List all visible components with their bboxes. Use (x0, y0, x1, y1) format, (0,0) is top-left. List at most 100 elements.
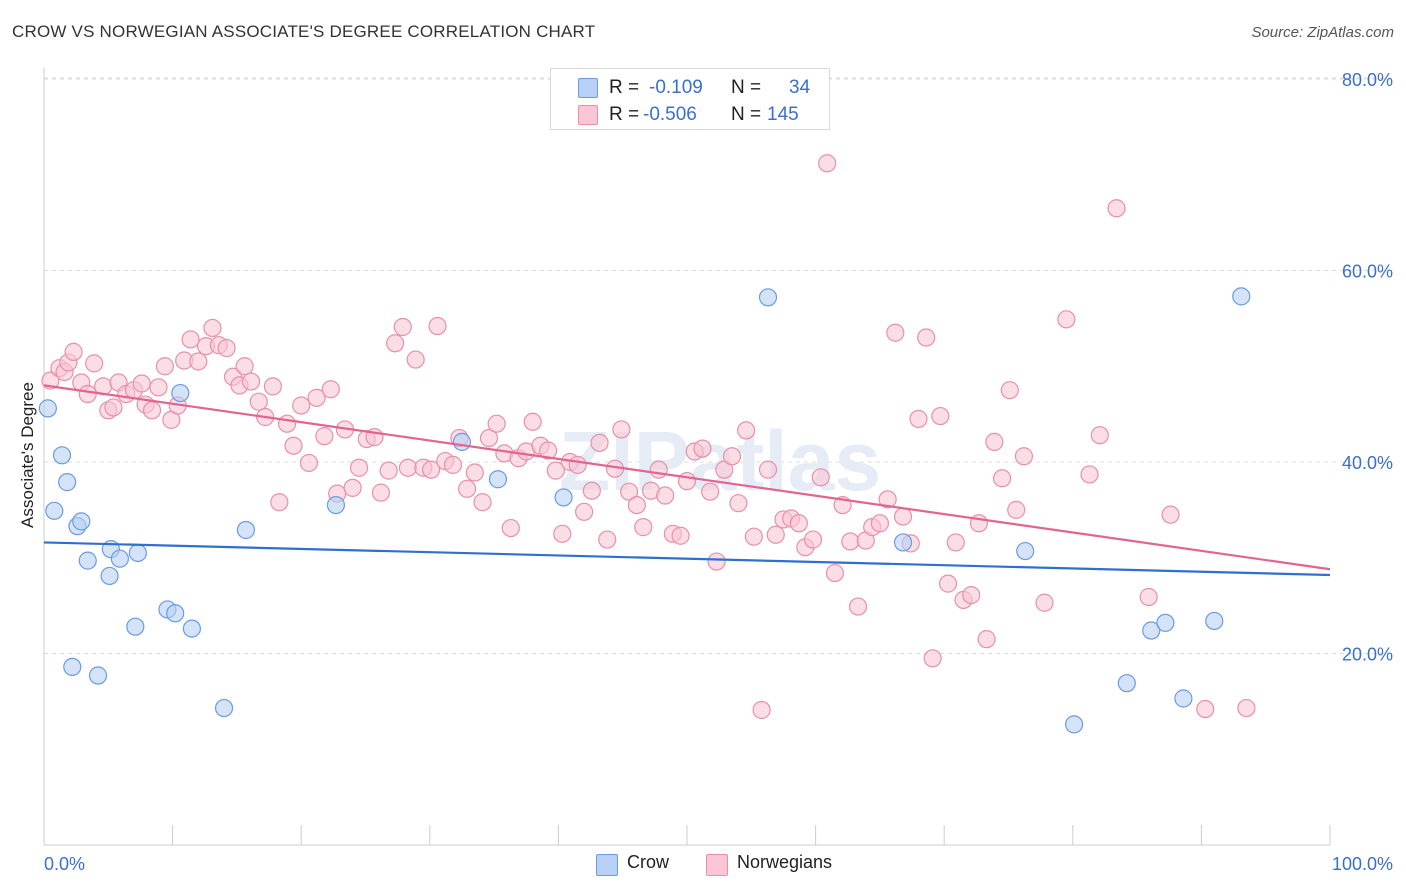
norwegians-point (931, 406, 950, 426)
norwegians-point (656, 486, 675, 505)
norwegians-point (634, 518, 653, 537)
crow-point (182, 619, 201, 638)
norwegians-point (744, 527, 763, 546)
n-label: N = (731, 77, 762, 98)
crow-point (78, 551, 97, 570)
norwegians-n-value: 145 (767, 104, 799, 125)
norwegians-point (277, 414, 297, 433)
stats-legend: R = -0.109 N = 34 R = -0.506 N = 145 (550, 68, 830, 130)
norwegians-point (677, 472, 697, 491)
norwegians-point (203, 318, 222, 338)
norwegians-point (406, 350, 425, 369)
norwegians-point (962, 585, 981, 605)
norwegians-point (1161, 505, 1180, 524)
norwegians-point (977, 630, 996, 649)
norwegians-point (1237, 698, 1256, 718)
crow-point (893, 533, 913, 552)
norwegians-point (1090, 426, 1109, 445)
norwegians-point (421, 460, 441, 479)
norwegians-point (249, 392, 268, 411)
norwegians-point (1080, 465, 1099, 484)
crow-point (1142, 621, 1161, 640)
crow-point (236, 520, 256, 540)
norwegians-legend-swatch (706, 854, 728, 876)
norwegians-point (385, 334, 405, 353)
norwegians-point (371, 483, 391, 502)
norwegians-point (501, 518, 520, 538)
norwegians-point (729, 494, 748, 513)
r-label: R = (609, 104, 640, 125)
crow-point (214, 698, 234, 718)
norwegians-point (343, 478, 362, 497)
norwegians-point (789, 514, 808, 533)
norwegians-point (938, 574, 958, 593)
crow-trend-line (43, 541, 1331, 577)
norwegians-point (299, 453, 319, 473)
norwegians-point (848, 597, 868, 616)
crow-point (1016, 541, 1035, 561)
norwegians-point (241, 372, 261, 391)
crow-point (1156, 613, 1175, 632)
crow-point (554, 488, 573, 507)
n-label: N = (731, 104, 762, 125)
norwegians-point (1196, 699, 1215, 719)
norwegians-point (909, 409, 928, 429)
norwegians-point (479, 428, 499, 448)
crow-point (1174, 689, 1193, 708)
norwegians-point (1107, 199, 1126, 218)
crow-point (488, 470, 508, 489)
norwegians-point (270, 493, 289, 512)
norwegians-point (1035, 593, 1054, 612)
norwegians-point (263, 377, 283, 396)
norwegians-point (841, 532, 860, 551)
chart-title: CROW VS NORWEGIAN ASSOCIATE'S DEGREE COR… (12, 22, 596, 41)
norwegians-point (715, 460, 734, 479)
norwegians-point (235, 357, 254, 376)
norwegians-point (457, 479, 477, 498)
norwegians-point (443, 455, 463, 474)
norwegians-point (315, 427, 334, 446)
norwegians-point (546, 461, 565, 480)
crow-swatch (578, 78, 598, 98)
norwegians-swatch (578, 105, 598, 125)
y-tick-label: 80.0% (1342, 70, 1393, 90)
norwegians-point (465, 463, 484, 482)
crow-point (758, 288, 778, 307)
norwegians-point (307, 388, 326, 407)
norwegians-point (487, 414, 506, 433)
norwegians-trend-line (43, 384, 1331, 571)
x-tick-label: 0.0% (44, 854, 85, 874)
norwegians-point (811, 468, 830, 487)
norwegians-point (758, 460, 778, 479)
norwegians-point (766, 525, 785, 544)
norwegians-point (893, 507, 913, 526)
crow-point (1117, 674, 1136, 693)
norwegians-point (553, 524, 572, 543)
crow-point (171, 383, 190, 403)
norwegians-point (292, 396, 311, 415)
norwegians-point (78, 384, 97, 404)
norwegians-point (393, 317, 412, 337)
norwegians-point (649, 460, 668, 479)
crow-point (63, 657, 82, 677)
crow-point (72, 512, 91, 531)
norwegians-point (612, 420, 631, 439)
norwegians-point (85, 354, 104, 373)
norwegians-point (590, 433, 609, 452)
crow-point (1232, 287, 1251, 306)
norwegians-point (627, 495, 646, 515)
norwegians-point (671, 526, 690, 545)
norwegians-point (1007, 500, 1026, 519)
norwegians-point (379, 461, 398, 480)
norwegians-point (701, 482, 720, 501)
crow-point (128, 543, 147, 563)
y-tick-label: 20.0% (1342, 645, 1393, 665)
y-tick-label: 60.0% (1342, 262, 1393, 282)
crow-point (110, 549, 129, 568)
norwegians-point (217, 338, 236, 358)
crow-point (126, 617, 145, 636)
norwegians-legend-label: Norwegians (737, 852, 833, 872)
norwegians-point (181, 330, 200, 349)
crow-point (166, 604, 185, 623)
norwegians-point (878, 490, 897, 509)
